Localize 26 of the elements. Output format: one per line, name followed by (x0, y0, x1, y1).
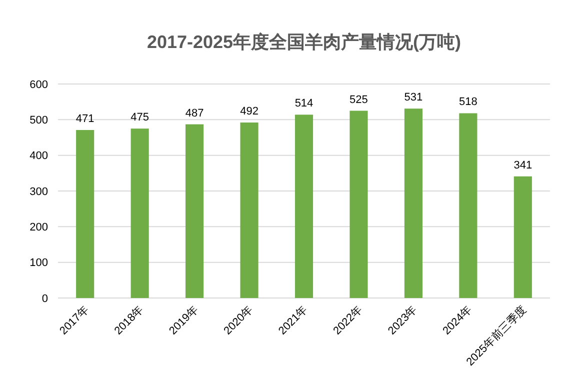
bar (130, 128, 149, 298)
y-tick-label: 200 (30, 222, 48, 234)
bar (350, 110, 368, 298)
data-label: 487 (185, 107, 204, 120)
bar (459, 113, 478, 298)
bar (294, 114, 314, 298)
bar (404, 108, 422, 298)
bar (186, 124, 204, 298)
data-label: 341 (514, 159, 532, 172)
bar (76, 130, 94, 298)
y-tick-label: 300 (30, 186, 48, 198)
y-tick-label: 500 (30, 114, 48, 127)
y-tick-label: 0 (42, 292, 48, 305)
data-label: 514 (294, 98, 314, 110)
data-label: 471 (76, 113, 94, 126)
chart-title: 2017-2025年度全国羊肉产量情况(万吨) (146, 32, 462, 52)
y-tick-label: 400 (30, 150, 48, 162)
bar (514, 176, 532, 298)
data-label: 475 (130, 112, 149, 124)
y-tick-label: 100 (30, 257, 48, 270)
y-tick-label: 600 (30, 78, 48, 91)
data-label: 531 (404, 92, 423, 104)
data-label: 492 (240, 106, 258, 118)
data-label: 525 (350, 94, 368, 106)
data-label: 518 (459, 96, 478, 108)
bar (240, 122, 258, 298)
